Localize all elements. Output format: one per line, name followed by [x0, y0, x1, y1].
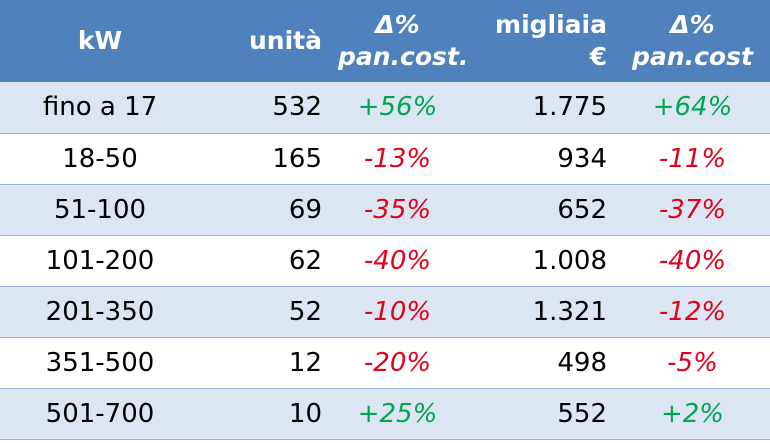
- table-row: 351-500 12 -20% 498 -5%: [0, 337, 770, 388]
- cell: 652: [557, 194, 607, 225]
- cell: 498: [557, 347, 607, 378]
- cell: 10: [288, 398, 322, 429]
- cell: -10%: [363, 296, 432, 327]
- cell: 532: [272, 92, 322, 123]
- header-line: unità: [249, 26, 322, 55]
- cell: 552: [557, 398, 607, 429]
- cell: 165: [272, 143, 322, 174]
- column-header: Δ% pan.cost: [615, 0, 770, 82]
- cell: fino a 17: [42, 92, 158, 123]
- cell: -12%: [658, 296, 727, 327]
- cell: 12: [288, 347, 322, 378]
- cell: 62: [288, 245, 322, 276]
- cell: -35%: [363, 194, 432, 225]
- header-line: pan.cost: [632, 42, 753, 71]
- cell: -20%: [363, 347, 432, 378]
- header-line: kW: [77, 26, 123, 55]
- cell: 1.008: [532, 245, 607, 276]
- cell: -37%: [658, 194, 727, 225]
- cell: -40%: [363, 245, 432, 276]
- cell: +56%: [357, 92, 438, 123]
- cell: 501-700: [45, 398, 155, 429]
- cell: 52: [288, 296, 322, 327]
- header-line: Δ%: [375, 10, 420, 39]
- cell: 351-500: [45, 347, 155, 378]
- table-row: 101-200 62 -40% 1.008 -40%: [0, 235, 770, 286]
- cell: 101-200: [45, 245, 155, 276]
- header-line: €: [589, 42, 607, 71]
- table-body: fino a 17 532 +56% 1.775 +64% 18-50 165 -13% 934…: [0, 82, 770, 439]
- table-row: 201-350 52 -10% 1.321 -12%: [0, 286, 770, 337]
- header-line: migliaia: [495, 10, 607, 39]
- cell: +2%: [660, 398, 725, 429]
- header-row: kW unità Δ% pan.cost. migliaia € Δ% pan.cost: [0, 0, 770, 82]
- table-row: fino a 17 532 +56% 1.775 +64%: [0, 82, 770, 133]
- cell: 1.321: [532, 296, 607, 327]
- cell: 1.775: [532, 92, 607, 123]
- cell: 18-50: [62, 143, 138, 174]
- cell: 69: [288, 194, 322, 225]
- column-header: migliaia €: [465, 0, 615, 82]
- header-line: pan.cost.: [338, 42, 469, 71]
- column-header: unità: [200, 0, 330, 82]
- table-row: 51-100 69 -35% 652 -37%: [0, 184, 770, 235]
- cell: 201-350: [45, 296, 155, 327]
- cell: -11%: [658, 143, 727, 174]
- cell: +25%: [357, 398, 438, 429]
- cell: 934: [557, 143, 607, 174]
- table-row: 18-50 165 -13% 934 -11%: [0, 133, 770, 184]
- cell: +64%: [652, 92, 733, 123]
- cell: -13%: [363, 143, 432, 174]
- cell: -5%: [667, 347, 718, 378]
- cell: -40%: [658, 245, 727, 276]
- column-header: kW: [0, 0, 200, 82]
- header-line: Δ%: [670, 10, 715, 39]
- cell: 51-100: [53, 194, 147, 225]
- table-row: 501-700 10 +25% 552 +2%: [0, 388, 770, 439]
- column-header: Δ% pan.cost.: [330, 0, 469, 82]
